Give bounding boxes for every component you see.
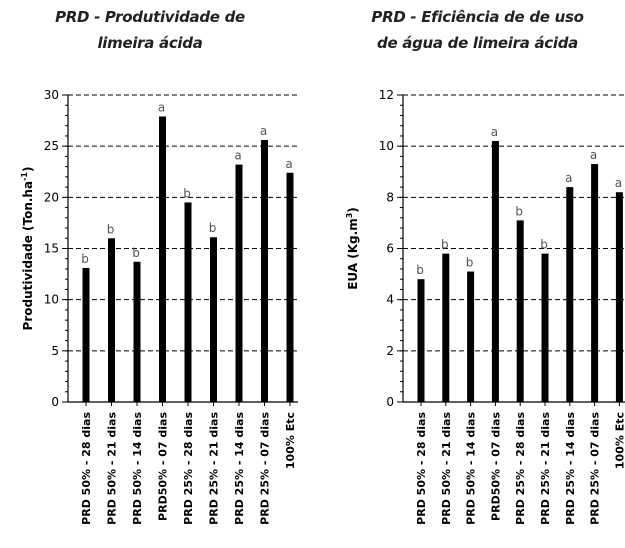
chart1-category-label: PRD 25% - 28 dias (182, 412, 195, 525)
chart2-category-label: PRD50% - 07 dias (489, 412, 502, 521)
chart1-title: PRD - Produtividade de limeira ácida (20, 4, 280, 56)
chart2-y-tick-label: 8 (386, 190, 394, 204)
chart2-bar (516, 220, 524, 402)
chart1-bar (82, 267, 90, 402)
chart1-y-tick-label: 15 (44, 242, 59, 256)
chart1-category-label: PRD 50% - 28 dias (80, 412, 93, 525)
chart1-significance-letter: b (132, 246, 140, 260)
chart1-bar (286, 172, 294, 402)
chart2-bar (491, 141, 499, 403)
chart2-y-axis-label: EUA (Kg.m3) (345, 207, 360, 290)
chart1-category-label: 100% Etc (284, 412, 297, 469)
chart2-bar (591, 164, 599, 402)
chart2-bar (566, 187, 574, 402)
chart1-y-tick-label: 30 (44, 88, 59, 102)
chart1-significance-letter: b (209, 221, 217, 235)
chart1-category-label: PRD 25% - 21 dias (208, 412, 221, 525)
chart2-significance-letter: b (515, 204, 523, 218)
chart2-category-label: PRD 25% - 21 dias (539, 412, 552, 525)
chart2-significance-letter: b (466, 256, 474, 270)
chart2-title-line2: de água de limeira ácida (377, 34, 578, 52)
chart1-bar (159, 116, 166, 403)
chart1-significance-letter: a (234, 149, 241, 163)
chart2-bar (467, 271, 475, 402)
chart1-plot: 0 5 10 15 20 25 30 Produtividade (Ton.ha-1) b PRD… (20, 88, 298, 525)
chart2-y-tick-label: 12 (379, 88, 394, 102)
chart1-bar (210, 237, 217, 402)
chart1-category-label: PRD 25% - 07 dias (259, 412, 272, 525)
chart1-category-label: PRD 25% - 14 dias (233, 412, 246, 525)
chart2-significance-letter: a (491, 125, 498, 139)
chart2-significance-letter: a (615, 176, 622, 190)
chart1-title-line1: PRD - Produtividade de (55, 8, 245, 26)
chart1-significance-letter: a (260, 124, 267, 138)
chart1-significance-letter: a (285, 157, 292, 171)
chart1-bar (184, 202, 192, 402)
chart1-significance-letter: b (107, 222, 115, 236)
chart1-category-label: PRD50% - 07 dias (157, 412, 170, 521)
chart1-y-tick-label: 10 (44, 293, 59, 307)
chart2-bar (615, 192, 623, 402)
chart2-significance-letter: a (565, 171, 572, 185)
chart1-y-tick-label: 25 (44, 139, 59, 153)
chart1-bar (108, 238, 115, 402)
chart2-bar (442, 253, 450, 402)
chart1-bar (133, 261, 141, 402)
chart2-significance-letter: a (590, 148, 597, 162)
chart2-bar (417, 279, 425, 402)
chart1-bar (261, 140, 268, 402)
chart2-significance-letter: b (540, 238, 548, 252)
chart2-bar (541, 253, 549, 402)
chart2-category-label: PRD 50% - 14 dias (465, 412, 478, 525)
chart1-y-tick-label: 5 (51, 344, 59, 358)
chart1-significance-letter: a (158, 100, 165, 114)
chart2-category-label: 100% Etc (613, 412, 625, 469)
chart2-significance-letter: b (441, 238, 449, 252)
chart2-category-label: PRD 50% - 21 dias (440, 412, 453, 525)
chart2-category-label: PRD 25% - 14 dias (564, 412, 577, 525)
chart2-category-label: PRD 25% - 07 dias (589, 412, 602, 525)
chart2-significance-letter: b (416, 263, 424, 277)
chart2-title-line1: PRD - Eficiência de de uso (371, 8, 584, 26)
chart2-category-label: PRD 25% - 28 dias (514, 412, 527, 525)
chart1-y-tick-label: 0 (51, 395, 59, 409)
chart1-y-tick-label: 20 (44, 190, 59, 204)
chart2-y-tick-label: 6 (386, 242, 394, 256)
chart1-bar (235, 164, 243, 402)
chart2-title: PRD - Eficiência de de uso de água de li… (340, 4, 615, 56)
chart1-category-label: PRD 50% - 21 dias (106, 412, 119, 525)
chart2-y-tick-label: 4 (386, 293, 394, 307)
chart1-category-label: PRD 50% - 14 dias (131, 412, 144, 525)
chart1-significance-letter: b (81, 252, 89, 266)
chart2-y-tick-label: 2 (386, 344, 394, 358)
chart2-category-label: PRD 50% - 28 dias (415, 412, 428, 525)
chart1-title-line2: limeira ácida (97, 34, 203, 52)
chart2-y-tick-label: 0 (386, 395, 394, 409)
chart2-y-tick-label: 10 (379, 139, 394, 153)
chart2-plot: 0 2 4 6 8 10 12 EUA (Kg.m3) b PRD 50% - 28 dias b P… (345, 88, 625, 525)
chart1-y-axis-label: Produtividade (Ton.ha-1) (20, 167, 35, 331)
chart1-significance-letter: b (183, 186, 191, 200)
